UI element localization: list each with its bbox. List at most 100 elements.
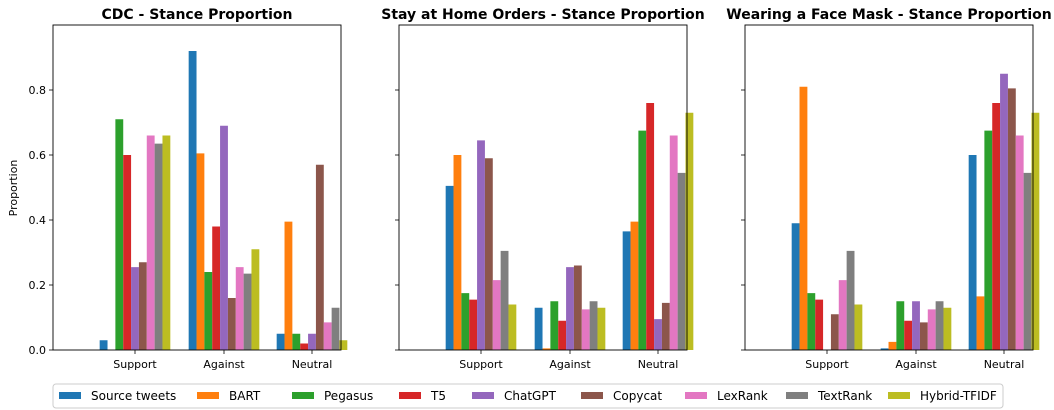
- bar-lexrank-against: [235, 267, 244, 351]
- bar-source-tweets-neutral: [276, 333, 285, 350]
- bar-lexrank-against: [927, 309, 936, 351]
- bar-chatgpt-neutral: [308, 333, 316, 350]
- bar-pegasus-neutral: [292, 333, 301, 350]
- bar-source-tweets-neutral: [622, 231, 631, 351]
- bar-copycat-against: [573, 265, 582, 350]
- bar-chatgpt-neutral: [1000, 73, 1008, 350]
- x-tick-label: Support: [113, 358, 157, 371]
- bar-lexrank-neutral: [669, 135, 678, 350]
- legend-swatch: [197, 392, 219, 399]
- bar-textrank-support: [154, 143, 163, 351]
- bar-t5-against: [558, 320, 567, 350]
- legend-swatch: [59, 392, 81, 399]
- bar-copycat-support: [138, 262, 147, 350]
- legend-swatch: [888, 392, 910, 399]
- chart-title: Wearing a Face Mask - Stance Proportion: [726, 7, 1051, 23]
- legend-label: Pegasus: [324, 389, 373, 403]
- bar-hybrid-tfidf-against: [943, 307, 952, 350]
- legend-label: Copycat: [613, 389, 662, 403]
- bar-bart-against: [542, 348, 551, 351]
- bar-hybrid-tfidf-support: [508, 304, 517, 350]
- x-tick-label: Support: [459, 358, 503, 371]
- bar-pegasus-support: [115, 119, 124, 350]
- bar-t5-against: [212, 226, 221, 350]
- bar-bart-support: [453, 155, 462, 350]
- plot-frame: [52, 24, 342, 351]
- plot-frame: [398, 24, 688, 351]
- legend-item: TextRank: [786, 389, 872, 403]
- bar-pegasus-neutral: [638, 130, 647, 350]
- chart-panel-1: CDC - Stance Proportion 0.0 0.2 0.4 0.6 0.8 Su…: [29, 7, 348, 371]
- bar-textrank-neutral: [677, 172, 686, 351]
- bar-lexrank-support: [492, 280, 501, 351]
- chart-title: Stay at Home Orders - Stance Proportion: [381, 7, 704, 23]
- bar-hybrid-tfidf-support: [162, 135, 171, 350]
- bar-chatgpt-against: [912, 301, 920, 350]
- bar-source-tweets-against: [534, 307, 543, 350]
- legend-item: Pegasus: [292, 389, 373, 403]
- bar-textrank-neutral: [331, 307, 340, 350]
- bar-hybrid-tfidf-neutral: [339, 340, 348, 350]
- bar-pegasus-against: [550, 301, 559, 350]
- y-tick-label: 0.4: [29, 214, 47, 227]
- bar-t5-neutral: [992, 103, 1001, 350]
- legend-swatch: [685, 392, 707, 399]
- bar-bart-neutral: [284, 221, 293, 351]
- legend-item: Source tweets: [59, 389, 176, 403]
- bar-t5-against: [904, 320, 913, 350]
- bar-hybrid-tfidf-against: [597, 307, 606, 350]
- legend-label: Hybrid-TFIDF: [920, 389, 997, 403]
- x-tick-label: Against: [203, 358, 245, 371]
- bar-pegasus-neutral: [984, 130, 993, 350]
- bar-chatgpt-support: [477, 140, 485, 351]
- legend-item: ChatGPT: [472, 389, 557, 403]
- bar-chatgpt-against: [566, 267, 574, 351]
- bar-bart-against: [888, 341, 897, 351]
- legend-label: ChatGPT: [504, 389, 557, 403]
- ylabel-group: Proportion: [7, 160, 20, 217]
- bar-source-tweets-neutral: [968, 155, 977, 350]
- bar-pegasus-against: [204, 272, 213, 350]
- bar-copycat-against: [919, 322, 928, 351]
- bar-textrank-against: [935, 301, 944, 350]
- legend-item: BART: [197, 389, 261, 403]
- y-axis-label: Proportion: [7, 160, 20, 217]
- bar-chatgpt-neutral: [654, 319, 662, 351]
- bar-pegasus-support: [807, 293, 816, 351]
- bar-copycat-support: [484, 158, 493, 350]
- bar-lexrank-support: [146, 135, 155, 350]
- legend-swatch: [786, 392, 808, 399]
- bar-t5-neutral: [646, 103, 655, 350]
- bar-pegasus-against: [896, 301, 905, 350]
- bar-chatgpt-support: [131, 267, 139, 351]
- legend-label: T5: [430, 389, 446, 403]
- legend-item: Hybrid-TFIDF: [888, 389, 997, 403]
- bar-copycat-neutral: [1007, 88, 1016, 351]
- y-tick-label: 0.6: [29, 149, 47, 162]
- bar-hybrid-tfidf-neutral: [1031, 112, 1040, 350]
- x-tick-label: Neutral: [984, 358, 1025, 371]
- x-tick-label: Against: [549, 358, 591, 371]
- chart-panels: CDC - Stance Proportion 0.0 0.2 0.4 0.6 0.8 Su…: [29, 7, 1052, 371]
- bar-copycat-neutral: [661, 302, 670, 351]
- bar-textrank-neutral: [1023, 172, 1032, 351]
- legend-box: [52, 383, 1004, 409]
- x-tick-label: Against: [895, 358, 937, 371]
- bar-t5-support: [123, 155, 132, 350]
- chart-panel-2: Stay at Home Orders - Stance Proportion S…: [381, 7, 704, 371]
- legend-item: LexRank: [685, 389, 768, 403]
- bar-t5-neutral: [300, 343, 309, 350]
- bar-textrank-against: [243, 273, 252, 351]
- legend-label: Source tweets: [91, 389, 176, 403]
- bar-source-tweets-support: [445, 185, 454, 351]
- bar-hybrid-tfidf-against: [251, 249, 260, 350]
- chart-title: CDC - Stance Proportion: [102, 7, 293, 23]
- bar-copycat-against: [227, 298, 236, 350]
- bar-t5-support: [815, 299, 824, 351]
- legend-swatch: [292, 392, 314, 399]
- bar-bart-neutral: [976, 296, 985, 351]
- bar-bart-support: [799, 86, 808, 350]
- bar-t5-support: [469, 299, 478, 351]
- bar-lexrank-support: [838, 280, 847, 351]
